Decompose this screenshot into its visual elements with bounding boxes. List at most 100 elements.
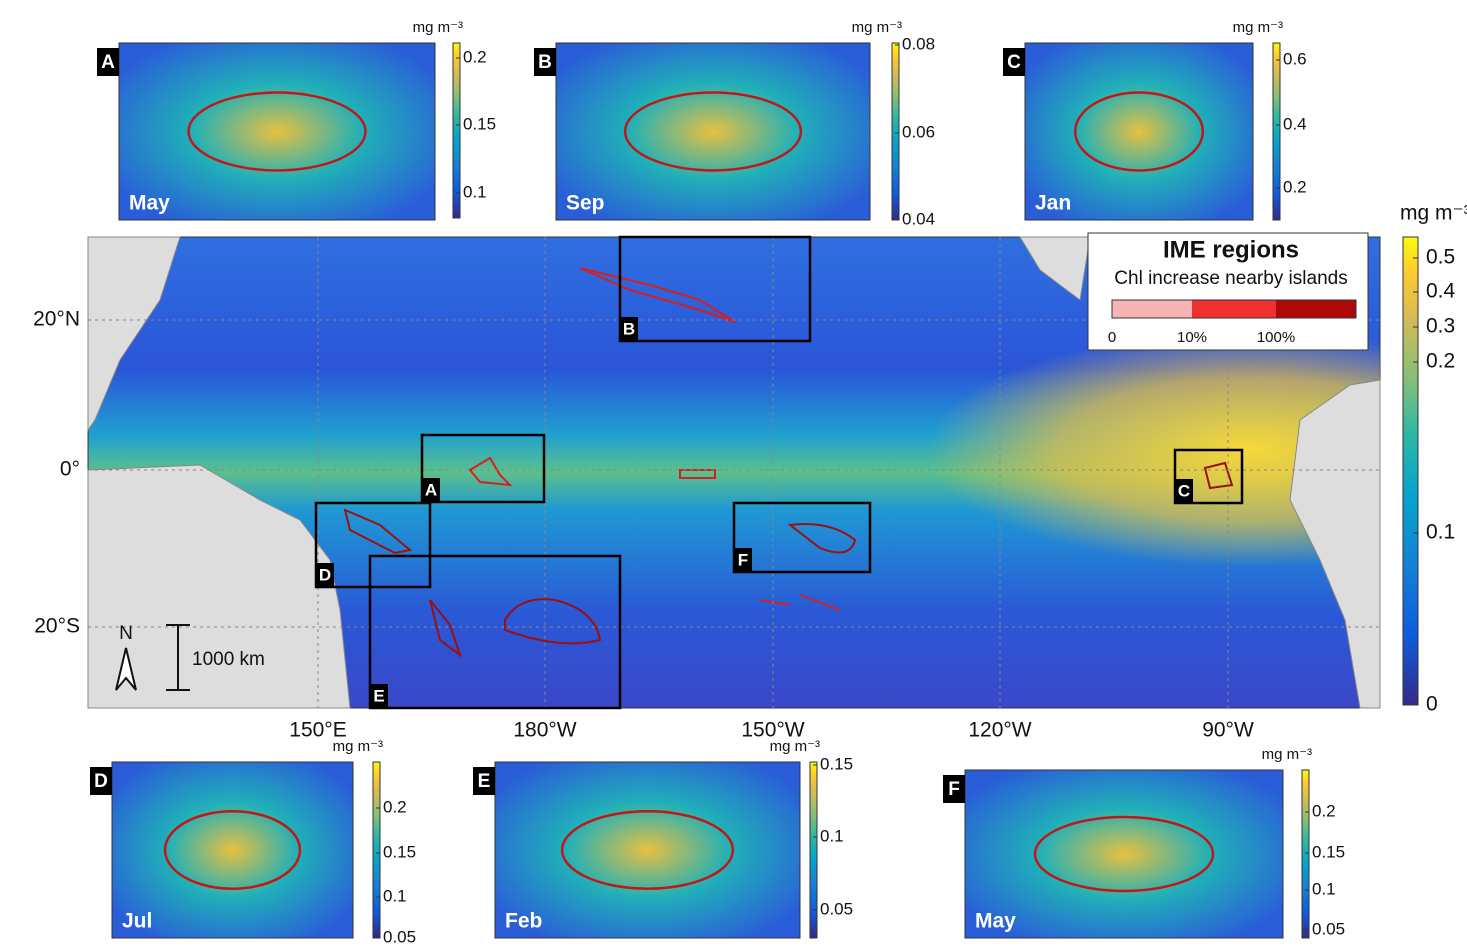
main-map: A B C D E F N 1000 km IME regions Chl increas…	[33, 202, 1467, 742]
ime-contour	[623, 91, 803, 172]
inset-label: B	[538, 52, 552, 73]
inset-colorbar-tick-label: 0.6	[1283, 49, 1307, 68]
inset-colorbar-tick-label: 0.15	[463, 114, 496, 133]
region-box	[314, 501, 432, 589]
inset-label-bg	[473, 767, 495, 795]
inset-map	[555, 42, 871, 221]
box-label-bg	[620, 317, 638, 341]
colorbar	[1402, 236, 1419, 706]
inset: D Jul mg m⁻³ 0.2 0.15 0.1 0.05	[90, 738, 416, 946]
inset-label: E	[478, 771, 491, 792]
x-tick-label: 180°W	[513, 719, 576, 742]
box-label-bg	[370, 684, 388, 708]
inset-colorbar-tick-label: 0.1	[383, 886, 407, 905]
inset-label: D	[94, 771, 108, 792]
inset: E Feb mg m⁻³0.15 0.1 0.05	[473, 738, 853, 939]
box-label: A	[425, 480, 437, 499]
box-label: D	[319, 565, 331, 584]
legend-swatch	[1112, 300, 1192, 318]
inset-colorbar-tick-label: 0.2	[463, 47, 487, 66]
inset-colorbar-tick-label: 0.15	[820, 754, 853, 773]
inset-colorbar-tick-label: 0.06	[902, 122, 935, 141]
region-box	[368, 554, 622, 710]
colorbar-tick-label: 0.2	[1426, 350, 1455, 373]
inset-colorbar-unit: mg m⁻³	[333, 738, 383, 755]
box-label-bg	[1175, 479, 1193, 503]
box-label: F	[738, 550, 748, 569]
inset-month: Jul	[122, 910, 152, 933]
inset-colorbar	[1301, 769, 1310, 939]
inset: A May mg m⁻³0.2 0.15 0.1	[97, 19, 496, 221]
x-tick-label: 150°W	[741, 719, 804, 742]
inset-colorbar	[372, 761, 381, 939]
inset-month: May	[129, 192, 170, 215]
legend-title: IME regions	[1163, 236, 1299, 263]
inset-colorbar	[452, 42, 461, 219]
inset-colorbar-tick-label: 0.1	[1312, 879, 1336, 898]
box-label: C	[1178, 481, 1190, 500]
inset-label: F	[948, 779, 960, 800]
region-box	[618, 235, 812, 343]
inset-label: A	[101, 52, 115, 73]
y-tick-label: 0°	[60, 458, 80, 481]
inset-month: Sep	[566, 192, 605, 215]
colorbar-tick-label: 0.1	[1426, 521, 1455, 544]
inset-map	[118, 42, 436, 221]
inset-colorbar	[809, 761, 818, 939]
land-australia	[87, 464, 351, 709]
inset-colorbar-unit: mg m⁻³	[770, 738, 820, 755]
box-label-bg	[422, 478, 440, 502]
legend-bar-frame	[1111, 299, 1357, 319]
ime-contour	[163, 810, 302, 890]
inset-colorbar-unit: mg m⁻³	[413, 19, 463, 36]
inset-colorbar-unit: mg m⁻³	[852, 19, 902, 36]
legend: IME regions Chl increase nearby islands …	[1087, 232, 1369, 351]
inset-colorbar-unit: mg m⁻³	[1233, 19, 1283, 36]
x-tick-label: 120°W	[968, 719, 1031, 742]
land-asia	[87, 236, 181, 432]
region-boxes: A B C D E F	[314, 235, 1244, 710]
region-box	[1173, 448, 1244, 505]
inset-colorbar-tick-label: 0.04	[902, 209, 935, 228]
colorbar-unit: mg m⁻³	[1400, 202, 1467, 225]
inset: B Sep mg m⁻³0.08 0.06 0.04	[534, 19, 935, 228]
y-tick-label: 20°S	[34, 615, 80, 638]
x-tick-label: 90°W	[1202, 719, 1254, 742]
inset-colorbar-tick-label: 0.05	[820, 899, 853, 918]
inset-colorbar-tick-label: 0.4	[1283, 114, 1307, 133]
legend-label: 100%	[1257, 329, 1295, 346]
inset-colorbar-tick-label: 0.05	[383, 927, 416, 946]
inset: F May mg m⁻³ 0.2 0.15 0.1 0.05	[943, 746, 1345, 939]
colorbar-tick-label: 0.5	[1426, 246, 1455, 269]
ime-contour	[560, 810, 735, 890]
inset-colorbar	[891, 42, 900, 221]
inset-label-bg	[97, 48, 119, 76]
scale-bar: N 1000 km	[115, 623, 265, 691]
inset-colorbar-tick-label: 0.08	[902, 34, 935, 53]
inset-colorbar-tick-label: 0.1	[820, 826, 844, 845]
colorbar-tick-label: 0.3	[1426, 315, 1455, 338]
inset-colorbar-tick-label: 0.15	[383, 842, 416, 861]
ime-contour	[187, 91, 367, 172]
legend-label: 10%	[1177, 329, 1207, 346]
box-label-bg	[734, 548, 752, 572]
legend-swatch	[1192, 300, 1276, 318]
land-north-america	[1019, 236, 1091, 301]
inset: C Jan mg m⁻³0.6 0.4 0.2	[1003, 19, 1307, 221]
y-tick-label: 20°N	[33, 308, 80, 331]
inset-colorbar-tick-label: 0.2	[1312, 801, 1336, 820]
land-south-america	[1289, 379, 1381, 709]
inset-map	[494, 761, 801, 939]
colorbar-tick-label: 0.4	[1426, 280, 1456, 303]
inset-label-bg	[943, 775, 965, 803]
box-label-bg	[316, 563, 334, 587]
inset-colorbar	[1272, 42, 1281, 221]
north-label: N	[119, 623, 133, 644]
legend-subtitle: Chl increase nearby islands	[1114, 268, 1347, 289]
inset-colorbar-tick-label: 0.15	[1312, 842, 1345, 861]
island-contours	[343, 267, 1234, 658]
inset-label: C	[1007, 52, 1021, 73]
inset-label-bg	[90, 767, 112, 795]
